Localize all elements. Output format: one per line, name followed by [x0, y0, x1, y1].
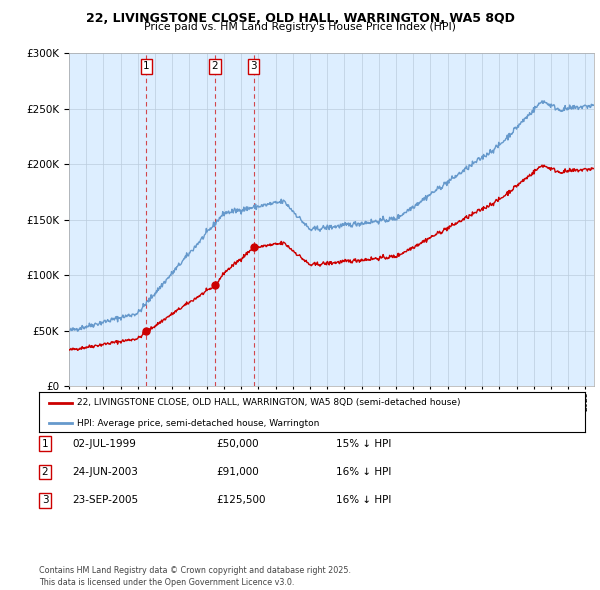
Text: 24-JUN-2003: 24-JUN-2003 — [72, 467, 138, 477]
Text: 2: 2 — [211, 61, 218, 71]
Text: 3: 3 — [41, 496, 49, 505]
Text: 1: 1 — [143, 61, 150, 71]
Text: £125,500: £125,500 — [216, 496, 265, 505]
Text: 22, LIVINGSTONE CLOSE, OLD HALL, WARRINGTON, WA5 8QD (semi-detached house): 22, LIVINGSTONE CLOSE, OLD HALL, WARRING… — [77, 398, 461, 408]
Text: 23-SEP-2005: 23-SEP-2005 — [72, 496, 138, 505]
Text: 16% ↓ HPI: 16% ↓ HPI — [336, 467, 391, 477]
Text: HPI: Average price, semi-detached house, Warrington: HPI: Average price, semi-detached house,… — [77, 418, 320, 428]
Text: 3: 3 — [250, 61, 257, 71]
Text: 02-JUL-1999: 02-JUL-1999 — [72, 439, 136, 448]
Text: 15% ↓ HPI: 15% ↓ HPI — [336, 439, 391, 448]
Text: 16% ↓ HPI: 16% ↓ HPI — [336, 496, 391, 505]
Text: Price paid vs. HM Land Registry's House Price Index (HPI): Price paid vs. HM Land Registry's House … — [144, 22, 456, 32]
Text: £91,000: £91,000 — [216, 467, 259, 477]
Text: 1: 1 — [41, 439, 49, 448]
Text: £50,000: £50,000 — [216, 439, 259, 448]
Text: 22, LIVINGSTONE CLOSE, OLD HALL, WARRINGTON, WA5 8QD: 22, LIVINGSTONE CLOSE, OLD HALL, WARRING… — [86, 12, 514, 25]
Text: Contains HM Land Registry data © Crown copyright and database right 2025.
This d: Contains HM Land Registry data © Crown c… — [39, 566, 351, 587]
Text: 2: 2 — [41, 467, 49, 477]
